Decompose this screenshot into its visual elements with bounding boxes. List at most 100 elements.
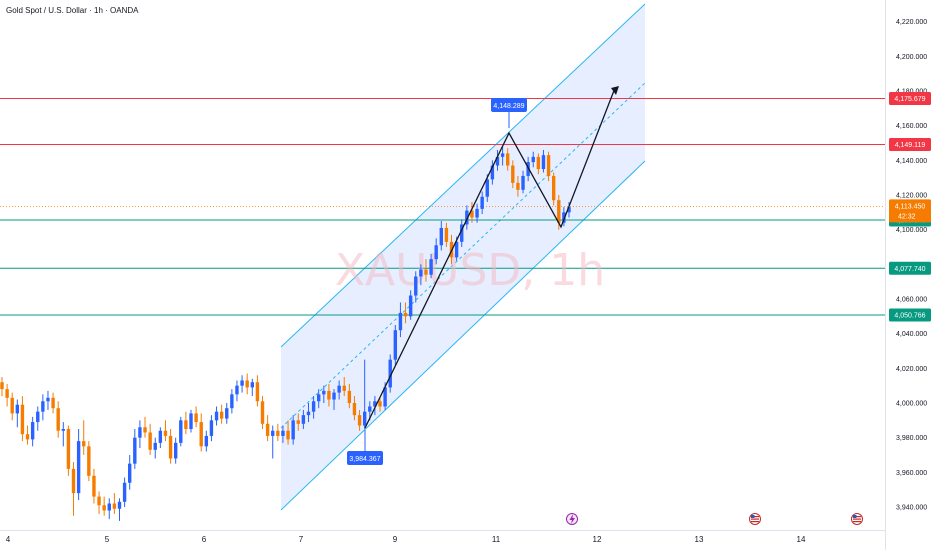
candle[interactable] [414, 271, 418, 303]
candle[interactable] [20, 396, 25, 442]
level-price-tag[interactable]: 4,077.740 [889, 261, 931, 275]
candle[interactable] [327, 383, 331, 407]
candle[interactable] [301, 409, 306, 430]
candle[interactable] [439, 221, 443, 251]
candle[interactable] [342, 377, 346, 397]
candle[interactable] [419, 264, 423, 286]
candle[interactable] [403, 302, 408, 324]
candle[interactable] [536, 153, 541, 175]
candle[interactable] [0, 377, 4, 397]
us-flag-icon[interactable] [851, 513, 863, 525]
candle[interactable] [393, 325, 398, 365]
candle[interactable] [306, 403, 311, 423]
candle[interactable] [133, 429, 137, 469]
candle[interactable] [41, 394, 45, 421]
candle[interactable] [76, 429, 81, 501]
candle[interactable] [36, 406, 40, 431]
candle[interactable] [311, 396, 316, 419]
time-axis[interactable]: 4 5 6 7 9 11 12 13 14 [0, 530, 885, 545]
candle[interactable] [495, 149, 500, 171]
candle[interactable] [516, 175, 520, 197]
candle[interactable] [148, 423, 152, 456]
candle[interactable] [378, 397, 382, 412]
candle[interactable] [204, 430, 209, 452]
candle[interactable] [117, 498, 122, 521]
candle[interactable] [551, 172, 556, 206]
candle[interactable] [541, 149, 546, 173]
candle[interactable] [102, 496, 106, 516]
candle[interactable] [158, 427, 163, 449]
candle[interactable] [92, 468, 96, 504]
candle[interactable] [317, 389, 321, 409]
candle[interactable] [511, 160, 515, 189]
candle[interactable] [286, 420, 290, 445]
candle[interactable] [490, 160, 495, 185]
candle[interactable] [526, 156, 530, 182]
candle[interactable] [61, 422, 65, 447]
candle[interactable] [168, 429, 173, 464]
candle[interactable] [322, 385, 326, 404]
event-icons[interactable] [566, 513, 863, 525]
candle[interactable] [470, 201, 474, 223]
candle[interactable] [71, 461, 76, 516]
candle[interactable] [10, 392, 14, 421]
candle[interactable] [347, 383, 352, 409]
candle[interactable] [199, 413, 203, 452]
candle[interactable] [225, 403, 229, 424]
candle[interactable] [15, 399, 20, 428]
candle[interactable] [56, 401, 60, 438]
candle[interactable] [112, 493, 117, 514]
candle[interactable] [51, 392, 55, 414]
candle[interactable] [255, 375, 260, 407]
candle[interactable] [475, 203, 479, 223]
candle[interactable] [173, 437, 178, 464]
candle[interactable] [296, 413, 300, 431]
candle[interactable] [465, 205, 469, 230]
candle[interactable] [143, 416, 147, 438]
candle[interactable] [546, 151, 551, 182]
candle[interactable] [219, 404, 224, 424]
candle[interactable] [230, 389, 234, 414]
candle[interactable] [30, 416, 35, 447]
candle[interactable] [107, 498, 111, 520]
candle[interactable] [260, 396, 265, 430]
candle[interactable] [209, 415, 214, 442]
channel-upper-line[interactable] [280, 3, 646, 348]
us-flag-icon[interactable] [749, 513, 761, 525]
projection-path[interactable] [364, 86, 619, 429]
projection-zigzag[interactable] [364, 87, 616, 429]
candle[interactable] [429, 253, 433, 279]
regression-channel[interactable] [280, 3, 646, 511]
candle[interactable] [82, 420, 86, 456]
candle[interactable] [373, 396, 377, 416]
candle[interactable] [265, 415, 270, 442]
candle[interactable] [214, 406, 219, 426]
candle[interactable] [424, 259, 428, 282]
candle[interactable] [480, 191, 484, 215]
candle[interactable] [388, 354, 392, 393]
candle[interactable] [362, 359, 367, 430]
candle[interactable] [281, 425, 285, 443]
level-price-tag[interactable]: 4,050.766 [889, 308, 931, 322]
level-price-tag[interactable]: 4,149.119 [889, 138, 931, 152]
candle[interactable] [271, 425, 275, 459]
candle[interactable] [357, 409, 362, 431]
candle[interactable] [66, 425, 71, 476]
candle[interactable] [506, 148, 510, 171]
candle[interactable] [408, 290, 413, 320]
candle[interactable] [97, 491, 101, 514]
price-axis[interactable]: 3,940.000 3,960.000 3,980.000 4,000.000 4,02… [885, 0, 932, 550]
candle[interactable] [245, 373, 249, 395]
candles[interactable] [0, 146, 571, 521]
lightning-icon[interactable] [566, 513, 578, 525]
candle[interactable] [87, 441, 91, 482]
candle[interactable] [434, 238, 438, 265]
candle[interactable] [240, 375, 244, 393]
candle[interactable] [46, 390, 50, 410]
candle[interactable] [184, 411, 188, 435]
level-price-tag[interactable]: 4,175.679 [889, 91, 931, 105]
candle[interactable] [531, 151, 535, 168]
candle[interactable] [122, 477, 127, 507]
candle[interactable] [500, 146, 505, 166]
